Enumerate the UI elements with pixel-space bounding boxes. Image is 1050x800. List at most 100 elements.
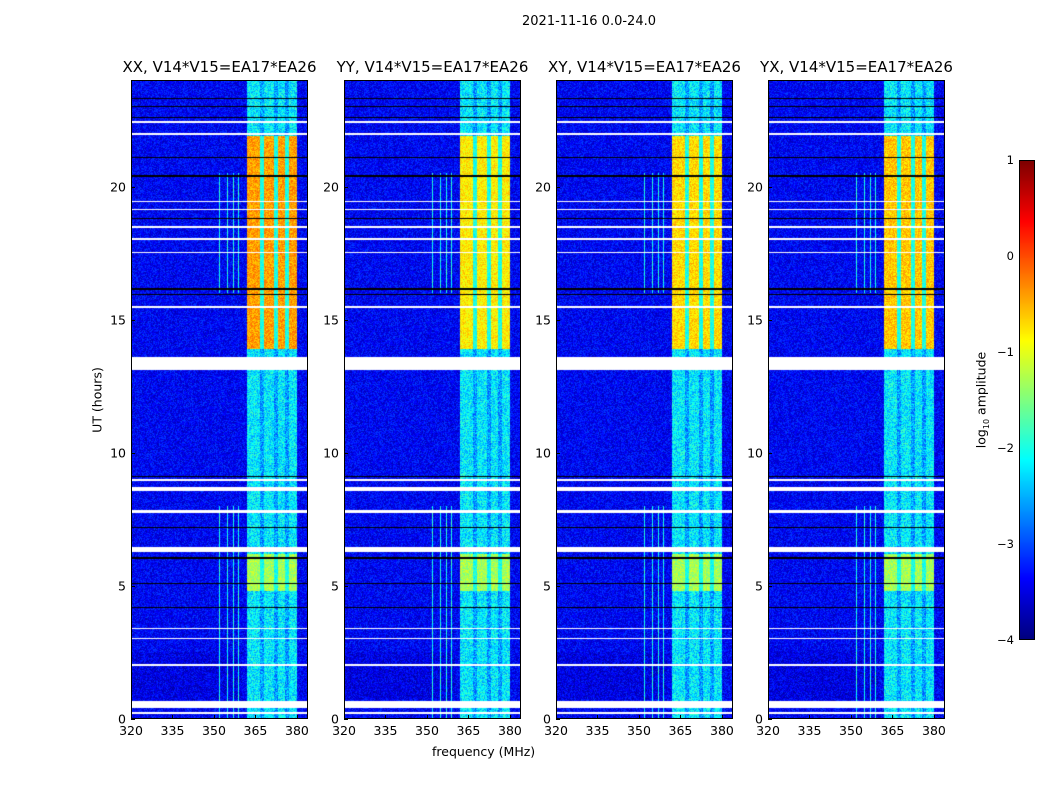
panel-title: YX, V14*V15=EA17*EA26 — [760, 58, 953, 76]
colorbar-tick-label: 0 — [1006, 249, 1014, 263]
y-tick-label: 15 — [747, 312, 763, 328]
x-tick-mark — [892, 715, 894, 719]
y-tick-label: 5 — [543, 578, 551, 594]
x-tick-mark — [721, 715, 723, 719]
x-tick-label: 350 — [839, 723, 863, 738]
y-tick-mark — [131, 186, 135, 188]
colorbar-tick-label: 1 — [1006, 153, 1014, 167]
x-tick-label: 365 — [456, 723, 481, 738]
heatmap-panel-3: YX, V14*V15=EA17*EA26 320 335 350 365 380 0 5 10… — [747, 58, 953, 738]
y-tick-mark — [344, 585, 348, 587]
x-tick-mark — [597, 715, 599, 719]
panel-title: XX, V14*V15=EA17*EA26 — [122, 58, 317, 76]
x-tick-mark — [296, 715, 298, 719]
x-tick-mark — [556, 715, 557, 719]
x-tick-label: 335 — [797, 723, 822, 738]
x-tick-mark — [213, 715, 215, 719]
panel-title: XY, V14*V15=EA17*EA26 — [548, 58, 741, 76]
x-tick-mark — [344, 715, 345, 719]
x-tick-mark — [131, 715, 132, 719]
x-tick-mark — [768, 715, 769, 719]
y-tick-label: 10 — [535, 445, 551, 461]
y-tick-mark — [131, 452, 135, 454]
x-tick-label: 365 — [243, 723, 268, 738]
x-tick-mark — [385, 715, 387, 719]
y-tick-label: 20 — [323, 179, 339, 194]
y-tick-label: 20 — [747, 179, 763, 194]
x-tick-label: 350 — [415, 723, 439, 738]
x-tick-mark — [468, 715, 470, 719]
colorbar-tick-label: −2 — [997, 441, 1014, 455]
x-tick-mark — [255, 715, 257, 719]
x-tick-label: 380 — [710, 723, 734, 738]
colorbar — [1019, 160, 1035, 640]
y-tick-mark — [344, 319, 348, 321]
y-tick-label: 5 — [118, 578, 126, 594]
y-axis-label: UT (hours) — [89, 367, 105, 433]
x-tick-label: 350 — [627, 723, 651, 738]
x-tick-mark — [426, 715, 428, 719]
y-tick-label: 0 — [118, 711, 126, 727]
x-tick-label: 365 — [668, 723, 693, 738]
x-tick-mark — [933, 715, 935, 719]
y-tick-mark — [131, 319, 135, 321]
y-tick-mark — [131, 585, 135, 587]
heatmap-image — [768, 80, 945, 719]
y-tick-label: 10 — [747, 445, 763, 461]
colorbar-tick-label: −4 — [997, 633, 1014, 647]
colorbar-tick-label: −3 — [997, 537, 1014, 551]
x-tick-label: 350 — [202, 723, 226, 738]
x-tick-label: 320 — [756, 723, 780, 738]
y-tick-label: 15 — [535, 312, 551, 328]
heatmap-panel-2: XY, V14*V15=EA17*EA26 320 335 350 365 380 0 5 10… — [535, 58, 741, 738]
y-tick-mark — [556, 319, 560, 321]
y-tick-label: 10 — [323, 445, 339, 461]
x-tick-label: 365 — [880, 723, 905, 738]
y-tick-mark — [768, 719, 772, 720]
y-tick-label: 20 — [535, 179, 551, 194]
y-tick-label: 10 — [110, 445, 126, 461]
y-tick-mark — [768, 319, 772, 321]
x-tick-label: 320 — [332, 723, 356, 738]
x-tick-label: 320 — [544, 723, 568, 738]
y-tick-label: 0 — [331, 711, 339, 727]
x-axis-label: frequency (MHz) — [432, 744, 536, 759]
x-tick-label: 380 — [922, 723, 946, 738]
heatmap-panel-1: YY, V14*V15=EA17*EA26 320 335 350 365 380 0 5 10… — [323, 58, 528, 738]
colorbar-tick-label: −1 — [997, 345, 1014, 359]
x-tick-mark — [809, 715, 811, 719]
y-tick-mark — [768, 452, 772, 454]
y-tick-mark — [344, 719, 348, 720]
y-tick-label: 20 — [110, 179, 126, 194]
x-tick-mark — [638, 715, 640, 719]
panel-title: YY, V14*V15=EA17*EA26 — [336, 58, 529, 76]
figure-title: 2021-11-16 0.0-24.0 — [522, 14, 656, 29]
y-tick-mark — [344, 452, 348, 454]
y-tick-label: 5 — [755, 578, 763, 594]
heatmap-image — [556, 80, 733, 719]
y-tick-mark — [344, 186, 348, 188]
x-tick-mark — [509, 715, 511, 719]
x-tick-mark — [680, 715, 682, 719]
y-tick-mark — [768, 585, 772, 587]
x-tick-label: 380 — [498, 723, 522, 738]
colorbar-label: log10 amplitude — [973, 351, 991, 449]
heatmap-panel-0: XX, V14*V15=EA17*EA26 320 335 350 365 380 0 5 10… — [110, 58, 316, 738]
x-tick-label: 335 — [585, 723, 610, 738]
y-tick-label: 5 — [331, 578, 339, 594]
y-tick-mark — [556, 186, 560, 188]
y-tick-mark — [131, 719, 135, 720]
heatmap-image — [344, 80, 521, 719]
y-tick-mark — [556, 452, 560, 454]
y-tick-label: 0 — [543, 711, 551, 727]
x-tick-label: 335 — [373, 723, 398, 738]
heatmap-image — [131, 80, 308, 719]
y-tick-mark — [556, 719, 560, 720]
y-tick-label: 0 — [755, 711, 763, 727]
x-tick-mark — [850, 715, 852, 719]
x-tick-label: 380 — [285, 723, 309, 738]
y-tick-label: 15 — [323, 312, 339, 328]
y-tick-label: 15 — [110, 312, 126, 328]
x-tick-label: 335 — [160, 723, 185, 738]
